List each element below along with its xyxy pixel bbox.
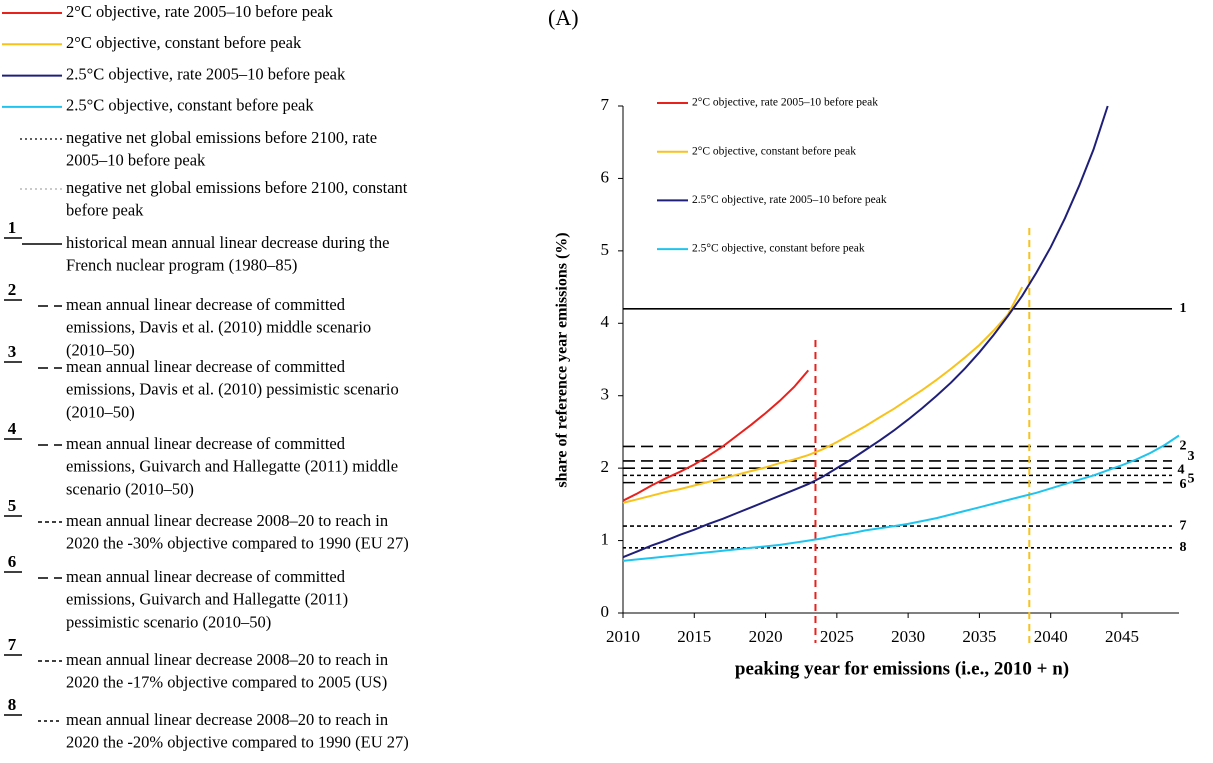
- legend-number: 1: [8, 218, 17, 237]
- legend-text: emissions, Guivarch and Hallegatte (2011…: [66, 590, 348, 609]
- x-tick-label: 2020: [749, 627, 783, 646]
- legend-number: 4: [8, 419, 17, 438]
- y-tick-label: 2: [601, 457, 610, 476]
- y-axis-label: share of reference year emissions (%): [554, 232, 571, 487]
- legend-text: 2°C objective, constant before peak: [66, 33, 302, 52]
- legend-text: 2005–10 before peak: [66, 151, 206, 170]
- legend-text: mean annual linear decrease 2008–20 to r…: [66, 710, 388, 729]
- legend-text: 2020 the -30% objective compared to 1990…: [66, 534, 409, 553]
- legend-number: 6: [8, 552, 17, 571]
- series-line: [622, 434, 1180, 562]
- x-tick-label: 2035: [962, 627, 996, 646]
- legend-text: 2.5°C objective, constant before peak: [66, 96, 314, 115]
- legend-text: mean annual linear decrease of committed: [66, 357, 346, 376]
- x-tick-label: 2015: [677, 627, 711, 646]
- legend-number: 2: [8, 280, 17, 299]
- x-tick-label: 2010: [606, 627, 640, 646]
- reference-label: 7: [1180, 518, 1187, 533]
- legend-text: 2°C objective, rate 2005–10 before peak: [692, 97, 878, 109]
- y-tick-label: 1: [601, 529, 610, 548]
- series-line: [622, 105, 1109, 559]
- y-tick-label: 3: [601, 385, 610, 404]
- reference-label: 6: [1180, 477, 1187, 492]
- legend-text: historical mean annual linear decrease d…: [66, 233, 389, 252]
- legend-text: mean annual linear decrease of committed: [66, 295, 346, 314]
- legend-text: mean annual linear decrease of committed: [66, 567, 346, 586]
- legend-number: 7: [8, 635, 17, 654]
- y-tick-label: 7: [601, 95, 610, 114]
- legend-text: emissions, Davis et al. (2010) pessimist…: [66, 380, 399, 399]
- reference-label: 2: [1180, 439, 1187, 454]
- reference-label: 8: [1180, 540, 1187, 555]
- legend-text: French nuclear program (1980–85): [66, 256, 297, 275]
- legend-text: mean annual linear decrease 2008–20 to r…: [66, 650, 388, 669]
- legend-number: 5: [8, 496, 17, 515]
- x-tick-label: 2030: [891, 627, 925, 646]
- x-axis-label: peaking year for emissions (i.e., 2010 +…: [735, 658, 1069, 679]
- legend-text: 2.5°C objective, rate 2005–10 before pea…: [66, 64, 346, 83]
- reference-label: 4: [1178, 462, 1185, 477]
- series-line: [622, 286, 1024, 504]
- legend-text: (2010–50): [66, 402, 135, 421]
- legend-text: before peak: [66, 201, 144, 220]
- y-tick-label: 6: [601, 167, 610, 186]
- legend-text: scenario (2010–50): [66, 479, 194, 498]
- y-tick-label: 0: [601, 602, 610, 621]
- legend-text: emissions, Davis et al. (2010) middle sc…: [66, 318, 371, 337]
- legend-text: emissions, Guivarch and Hallegatte (2011…: [66, 457, 398, 476]
- reference-label: 5: [1188, 472, 1195, 487]
- legend-text: mean annual linear decrease 2008–20 to r…: [66, 511, 388, 530]
- legend-text: 2.5°C objective, rate 2005–10 before pea…: [692, 194, 887, 206]
- legend-text: 2°C objective, rate 2005–10 before peak: [66, 2, 334, 21]
- legend-text: 2020 the -20% objective compared to 1990…: [66, 733, 409, 752]
- x-tick-label: 2040: [1034, 627, 1068, 646]
- series-line: [622, 369, 810, 502]
- legend-text: 2.5°C objective, constant before peak: [692, 243, 865, 255]
- panel-label: (A): [548, 5, 579, 30]
- x-tick-label: 2025: [820, 627, 854, 646]
- legend-number: 3: [8, 342, 17, 361]
- y-tick-label: 5: [601, 240, 610, 259]
- y-tick-label: 4: [601, 312, 610, 331]
- legend-text: (2010–50): [66, 340, 135, 359]
- legend-number: 8: [8, 695, 17, 714]
- legend-text: mean annual linear decrease of committed: [66, 434, 346, 453]
- reference-label: 3: [1188, 449, 1195, 464]
- legend-text: 2020 the -17% objective compared to 2005…: [66, 673, 387, 692]
- legend-text: negative net global emissions before 210…: [66, 128, 377, 147]
- legend-text: pessimistic scenario (2010–50): [66, 612, 271, 631]
- reference-label: 1: [1180, 301, 1187, 316]
- x-tick-label: 2045: [1105, 627, 1139, 646]
- legend-text: 2°C objective, constant before peak: [692, 145, 856, 157]
- legend-text: negative net global emissions before 210…: [66, 178, 408, 197]
